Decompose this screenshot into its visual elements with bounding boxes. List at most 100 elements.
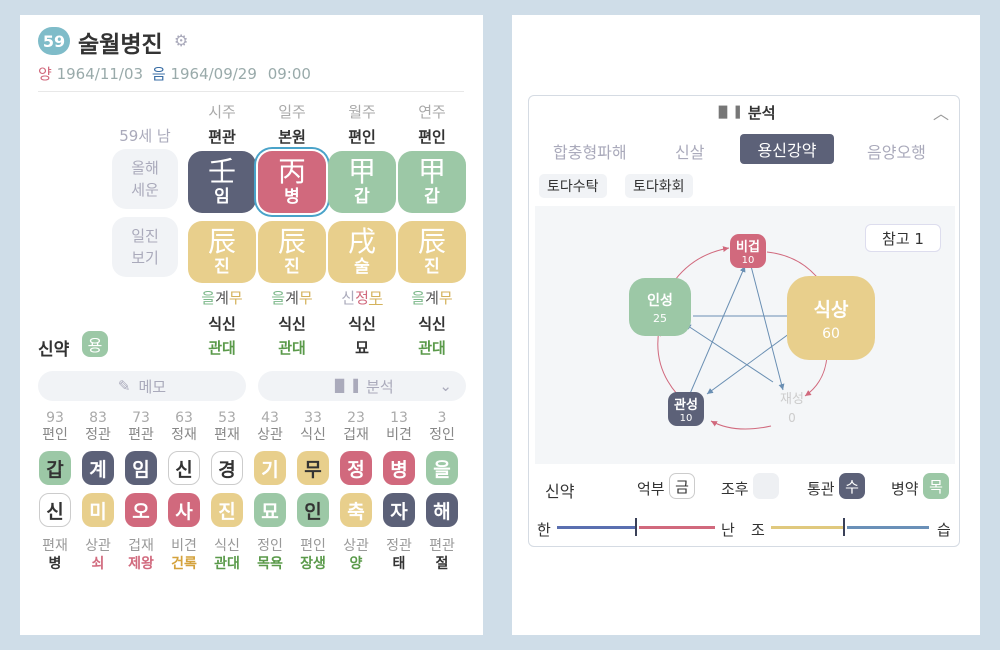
daeun-stage: 쇠 bbox=[91, 556, 105, 572]
daeun-footer: 비견 건록 bbox=[169, 537, 199, 573]
tab-eumyang[interactable]: 음양오행 bbox=[867, 143, 926, 162]
tab-yongsin[interactable]: 용신강약 bbox=[740, 134, 834, 164]
earthly-branch-cell[interactable]: 辰 진 bbox=[398, 221, 466, 283]
stem-hanja: 甲 bbox=[347, 155, 376, 188]
tab-sinsal[interactable]: 신살 bbox=[675, 143, 705, 162]
node-gwanseong-label: 관성 bbox=[674, 398, 698, 413]
memo-button[interactable]: ✎ 메모 bbox=[38, 371, 246, 401]
scale-dry-label: 조 bbox=[751, 521, 765, 539]
daeun-stage: 절 bbox=[435, 556, 449, 572]
hidden-stem: 무 bbox=[298, 289, 313, 307]
saju-panel: 59 술월병진 ⚙ 양 1964/11/03 음 1964/09/29 09:0… bbox=[20, 15, 483, 635]
daeun-branch-god: 상관 bbox=[85, 538, 111, 554]
yearly-fortune-button[interactable]: 올해 세운 bbox=[112, 149, 178, 209]
lunar-prefix: 음 bbox=[151, 65, 166, 83]
heavenly-stem-cell[interactable]: 丙 병 bbox=[258, 151, 326, 213]
control-line-jaeseong-inseong bbox=[684, 323, 774, 383]
daeun-branch-god: 편재 bbox=[42, 538, 68, 554]
analysis-panel: ▐▌▐ 분석 ︿ 합충형파해 신살 용신강약 음양오행 토다수탁 토다화회 참고… bbox=[512, 15, 980, 635]
branch-korean: 진 bbox=[214, 257, 230, 277]
earthly-branch-cell[interactable]: 辰 진 bbox=[188, 221, 256, 283]
hidden-stem: 을 bbox=[201, 289, 216, 307]
metric-label: 통관 bbox=[807, 480, 835, 498]
daeun-header: 73 편관 bbox=[126, 410, 156, 444]
daeun-stage: 태 bbox=[392, 556, 406, 572]
daeun-branch-god: 편인 bbox=[300, 538, 326, 554]
daeun-stem[interactable]: 병 bbox=[383, 451, 415, 485]
scale-bar-hot bbox=[639, 526, 715, 529]
metric-value: 금 bbox=[669, 473, 695, 499]
scale-wet-label: 습 bbox=[937, 521, 951, 539]
hidden-stems: 을계무 bbox=[188, 287, 256, 308]
heavenly-stem-cell[interactable]: 甲 갑 bbox=[328, 151, 396, 213]
daeun-branch[interactable]: 축 bbox=[340, 493, 372, 527]
daeun-stem[interactable]: 신 bbox=[168, 451, 200, 485]
daeun-stem[interactable]: 기 bbox=[254, 451, 286, 485]
daeun-ten-god: 정재 bbox=[171, 427, 197, 443]
pencil-icon: ✎ bbox=[117, 377, 131, 395]
daily-fortune-button[interactable]: 일진 보기 bbox=[112, 217, 178, 277]
divider bbox=[38, 91, 464, 92]
pillar-ten-god: 편관 bbox=[208, 128, 236, 146]
daeun-branch[interactable]: 신 bbox=[39, 493, 71, 527]
pillar-stage: 묘 bbox=[355, 339, 369, 357]
hidden-stem: 계 bbox=[215, 289, 229, 307]
daeun-footer: 겁재 제왕 bbox=[126, 537, 156, 573]
scale-marker-temperature bbox=[635, 518, 637, 536]
cycle-arrow-siksang-jaeseong bbox=[804, 355, 828, 397]
daeun-ten-god: 편인 bbox=[42, 427, 68, 443]
daeun-stem[interactable]: 정 bbox=[340, 451, 372, 485]
hidden-stem: 계 bbox=[425, 289, 439, 307]
scale-bar-cold bbox=[557, 526, 635, 529]
cycle-arrow-gwanseong-inseong bbox=[655, 329, 678, 395]
daeun-stem[interactable]: 갑 bbox=[39, 451, 71, 485]
chevron-up-icon[interactable]: ︿ bbox=[932, 104, 949, 123]
daeun-stem[interactable]: 계 bbox=[82, 451, 114, 485]
chevron-down-icon: ⌄ bbox=[439, 377, 452, 395]
daeun-branch[interactable]: 미 bbox=[82, 493, 114, 527]
daeun-stage: 관대 bbox=[214, 556, 240, 572]
daeun-branch[interactable]: 오 bbox=[125, 493, 157, 527]
daeun-ten-god: 편재 bbox=[214, 427, 240, 443]
daeun-branch[interactable]: 묘 bbox=[254, 493, 286, 527]
daeun-branch[interactable]: 진 bbox=[211, 493, 243, 527]
daeun-stem[interactable]: 무 bbox=[297, 451, 329, 485]
earthly-branch-cell[interactable]: 辰 진 bbox=[258, 221, 326, 283]
tab-hapchung[interactable]: 합충형파해 bbox=[553, 143, 627, 162]
branch-hanja: 辰 bbox=[277, 225, 306, 258]
earthly-branch-cell[interactable]: 戌 술 bbox=[328, 221, 396, 283]
daeun-age: 63 bbox=[175, 410, 193, 426]
daeun-stem[interactable]: 을 bbox=[426, 451, 458, 485]
daeun-branch[interactable]: 자 bbox=[383, 493, 415, 527]
reference-button[interactable]: 참고 1 bbox=[865, 224, 941, 252]
analysis-toggle-button[interactable]: ▐▌▐ 분석 ⌄ bbox=[258, 371, 466, 401]
daeun-header: 53 편재 bbox=[212, 410, 242, 444]
birth-time: 09:00 bbox=[267, 65, 311, 83]
hidden-stem: 을 bbox=[411, 289, 426, 307]
daeun-branch[interactable]: 해 bbox=[426, 493, 458, 527]
daeun-branch[interactable]: 사 bbox=[168, 493, 200, 527]
daeun-stage: 병 bbox=[48, 556, 62, 572]
daeun-header: 63 정재 bbox=[169, 410, 199, 444]
daeun-footer: 식신 관대 bbox=[212, 537, 242, 573]
daeun-ten-god: 편관 bbox=[128, 427, 154, 443]
stem-korean: 임 bbox=[214, 187, 230, 207]
age-gender-label: 59세 남 bbox=[119, 127, 171, 145]
control-line-gwanseong-bigeop bbox=[688, 265, 746, 397]
node-bigeop: 비겁 10 bbox=[730, 234, 766, 268]
daeun-branch-god: 겁재 bbox=[128, 538, 154, 554]
daeun-stage: 제왕 bbox=[128, 556, 154, 572]
heavenly-stem-cell[interactable]: 甲 갑 bbox=[398, 151, 466, 213]
daeun-branch[interactable]: 인 bbox=[297, 493, 329, 527]
daeun-stem[interactable]: 경 bbox=[211, 451, 243, 485]
pillar-title: 연주 bbox=[418, 103, 446, 121]
daeun-stem[interactable]: 임 bbox=[125, 451, 157, 485]
stem-hanja: 壬 bbox=[207, 155, 236, 188]
bar-chart-icon: ▐▌▐ bbox=[714, 106, 740, 119]
analysis-title: 분석 bbox=[747, 104, 776, 122]
gear-icon[interactable]: ⚙ bbox=[174, 31, 189, 50]
daeun-footer: 상관 쇠 bbox=[83, 537, 113, 573]
analysis-card: ▐▌▐ 분석 ︿ 합충형파해 신살 용신강약 음양오행 토다수탁 토다화회 참고… bbox=[528, 95, 960, 547]
node-siksang-label: 식상 bbox=[813, 298, 849, 321]
heavenly-stem-cell[interactable]: 壬 임 bbox=[188, 151, 256, 213]
